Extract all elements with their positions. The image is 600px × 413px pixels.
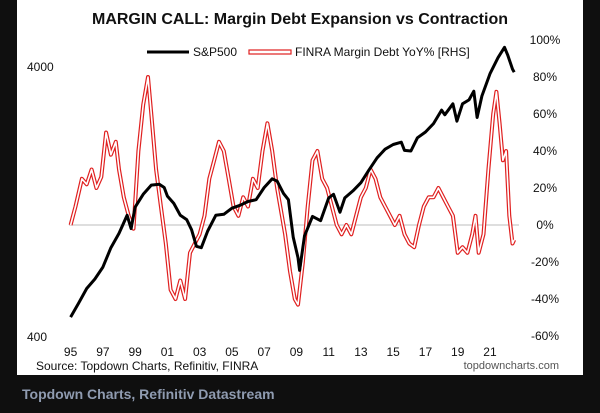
x-tick-label-21: 21	[483, 345, 497, 359]
x-tick-label-09: 09	[290, 345, 304, 359]
left-tick-label-4000: 4000	[27, 60, 54, 74]
right-tick-label-1: 80%	[533, 70, 557, 84]
x-tick-label-03: 03	[193, 345, 207, 359]
right-tick-label-4: 20%	[533, 181, 557, 195]
legend-label-sp500: S&P500	[193, 45, 237, 59]
x-tick-label-19: 19	[451, 345, 465, 359]
x-tick-label-01: 01	[161, 345, 175, 359]
right-tick-label-5: 0%	[536, 218, 554, 232]
right-tick-label-2: 60%	[533, 107, 557, 121]
chart-svg: 95 97 99 01 03 05 07 09 11 13 15 17 19 21 4000 400 100% 8…	[27, 33, 561, 359]
x-tick-label-13: 13	[354, 345, 368, 359]
chart-panel: MARGIN CALL: Margin Debt Expansion vs Co…	[17, 0, 583, 375]
right-tick-label-8: -60%	[531, 329, 559, 343]
source-text: Source: Topdown Charts, Refinitiv, FINRA	[36, 359, 259, 373]
legend-swatch-finra	[248, 49, 292, 55]
finra-margin-debt-line-inner	[69, 76, 515, 306]
legend-label-finra: FINRA Margin Debt YoY% [RHS]	[295, 45, 470, 59]
right-tick-label-7: -40%	[531, 292, 559, 306]
right-tick-label-0: 100%	[530, 33, 561, 47]
sp500-line	[69, 45, 516, 318]
x-tick-label-05: 05	[225, 345, 239, 359]
left-tick-label-400: 400	[27, 330, 47, 344]
x-tick-label-07: 07	[257, 345, 271, 359]
x-tick-label-11: 11	[322, 345, 335, 359]
x-tick-label-97: 97	[96, 345, 110, 359]
x-tick-label-95: 95	[64, 345, 78, 359]
footer-caption: Topdown Charts, Refinitiv Datastream	[22, 386, 275, 402]
x-tick-label-15: 15	[387, 345, 401, 359]
brand-text: topdowncharts.com	[463, 360, 559, 372]
x-tick-label-99: 99	[128, 345, 142, 359]
x-tick-label-17: 17	[419, 345, 433, 359]
right-tick-label-6: -20%	[531, 255, 559, 269]
chart-title: MARGIN CALL: Margin Debt Expansion vs Co…	[91, 11, 508, 28]
right-tick-label-3: 40%	[533, 144, 557, 158]
